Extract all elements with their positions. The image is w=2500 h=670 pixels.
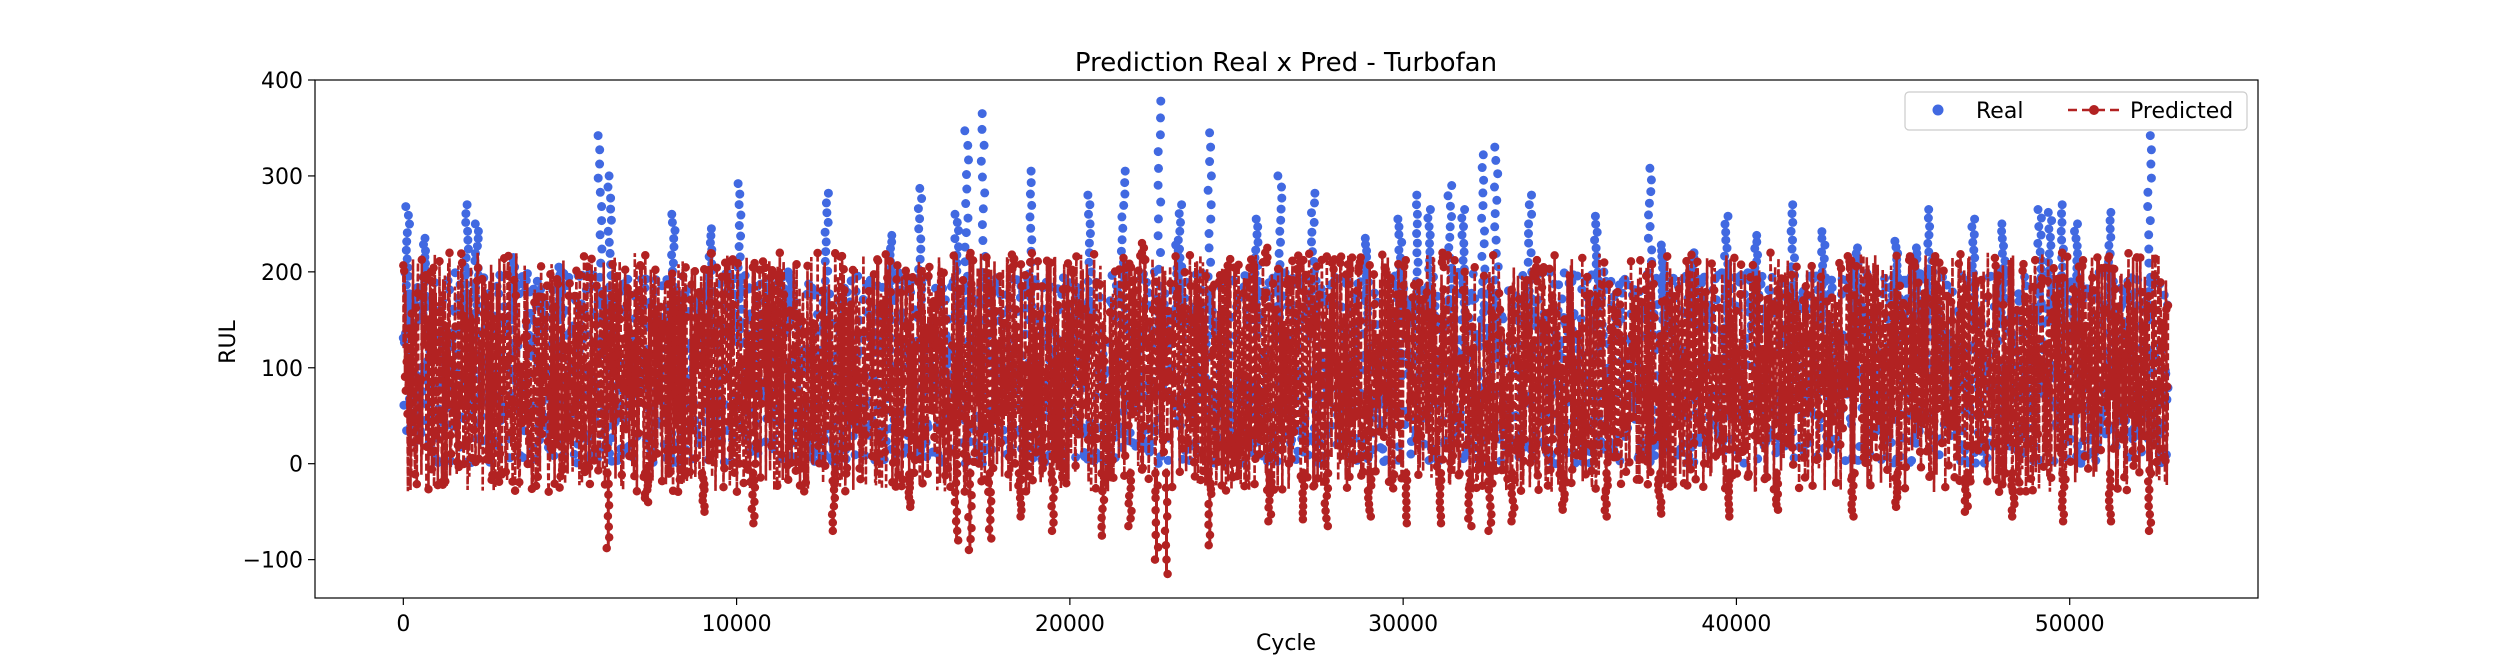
series-predicted xyxy=(399,238,2173,579)
x-tick-label: 50000 xyxy=(2035,612,2105,637)
chart-title: Prediction Real x Pred - Turbofan xyxy=(1075,48,1497,78)
plot-area xyxy=(398,96,2173,579)
y-tick-label: 300 xyxy=(261,165,303,190)
legend-real-marker xyxy=(1932,104,1944,116)
x-tick-label: 10000 xyxy=(702,612,772,637)
plot-frame xyxy=(314,79,2259,599)
legend-predicted-marker xyxy=(2089,105,2099,115)
predicted-markers xyxy=(399,238,2173,579)
x-tick-label: 0 xyxy=(396,612,410,637)
x-tick-label: 20000 xyxy=(1035,612,1105,637)
x-tick-label: 40000 xyxy=(1701,612,1771,637)
legend: Real Predicted xyxy=(1904,91,2248,131)
y-tick-label: 200 xyxy=(261,261,303,286)
y-tick-label: 400 xyxy=(261,69,303,94)
x-axis: 0 10000 20000 30000 40000 50000 xyxy=(396,598,2105,637)
x-axis-title: Cycle xyxy=(1256,631,1316,656)
legend-predicted-label: Predicted xyxy=(2130,99,2233,124)
y-tick-label: −100 xyxy=(243,549,303,574)
legend-real-label: Real xyxy=(1976,99,2023,124)
y-axis-title: RUL xyxy=(216,319,241,363)
y-tick-label: 0 xyxy=(289,453,303,478)
x-tick-label: 30000 xyxy=(1368,612,1438,637)
y-axis: −100 0 100 200 300 400 xyxy=(243,69,315,574)
y-tick-label: 100 xyxy=(261,357,303,382)
